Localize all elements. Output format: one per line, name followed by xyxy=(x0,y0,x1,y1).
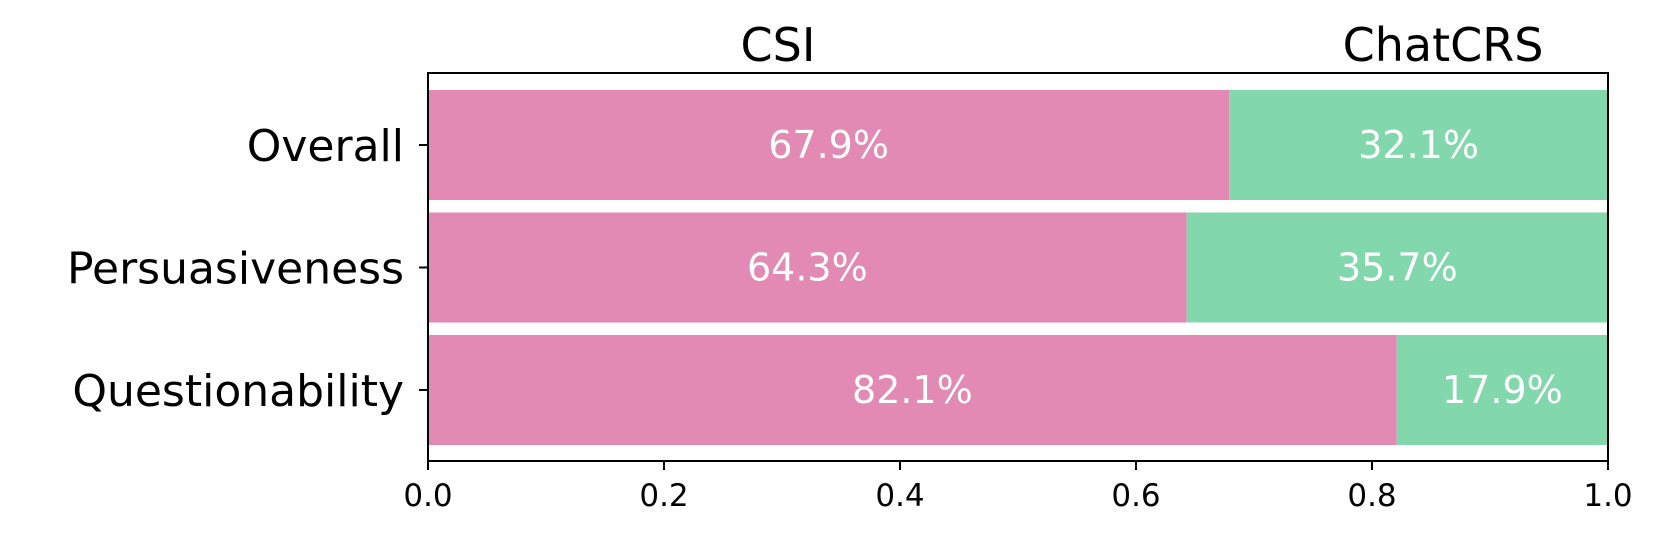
series-headers: CSI ChatCRS xyxy=(741,18,1544,72)
series-header-csi: CSI xyxy=(741,18,816,72)
series-header-chatcrs: ChatCRS xyxy=(1343,18,1544,72)
y-axis: Overall Persuasiveness Questionability xyxy=(67,121,428,417)
bar-csi-questionability xyxy=(428,335,1397,445)
data-label-chatcrs-questionability: 17.9% xyxy=(1442,368,1563,412)
y-tick-label-overall: Overall xyxy=(247,121,404,172)
bars-group xyxy=(428,90,1608,445)
x-tick-label-0.0: 0.0 xyxy=(403,478,452,514)
bar-chatcrs-overall xyxy=(1229,90,1608,200)
data-labels-group: 67.9% 32.1% 64.3% 35.7% 82.1% 17.9% xyxy=(747,123,1563,412)
data-label-chatcrs-persuasiveness: 35.7% xyxy=(1337,246,1458,290)
x-tick-label-0.2: 0.2 xyxy=(639,478,688,514)
data-label-csi-persuasiveness: 64.3% xyxy=(747,246,868,290)
bar-chatcrs-questionability xyxy=(1396,335,1608,445)
bar-csi-overall xyxy=(428,90,1230,200)
bar-csi-persuasiveness xyxy=(428,212,1187,323)
x-tick-label-0.8: 0.8 xyxy=(1347,478,1396,514)
x-tick-label-0.4: 0.4 xyxy=(875,478,924,514)
data-label-csi-questionability: 82.1% xyxy=(852,368,973,412)
x-axis: 0.0 0.2 0.4 0.6 0.8 1.0 xyxy=(403,461,1633,514)
x-tick-label-0.6: 0.6 xyxy=(1111,478,1160,514)
x-tick-label-1.0: 1.0 xyxy=(1583,478,1632,514)
bar-chatcrs-persuasiveness xyxy=(1186,212,1608,323)
y-tick-label-questionability: Questionability xyxy=(72,366,404,417)
data-label-csi-overall: 67.9% xyxy=(768,123,889,167)
y-tick-label-persuasiveness: Persuasiveness xyxy=(67,244,404,295)
data-label-chatcrs-overall: 32.1% xyxy=(1358,123,1479,167)
